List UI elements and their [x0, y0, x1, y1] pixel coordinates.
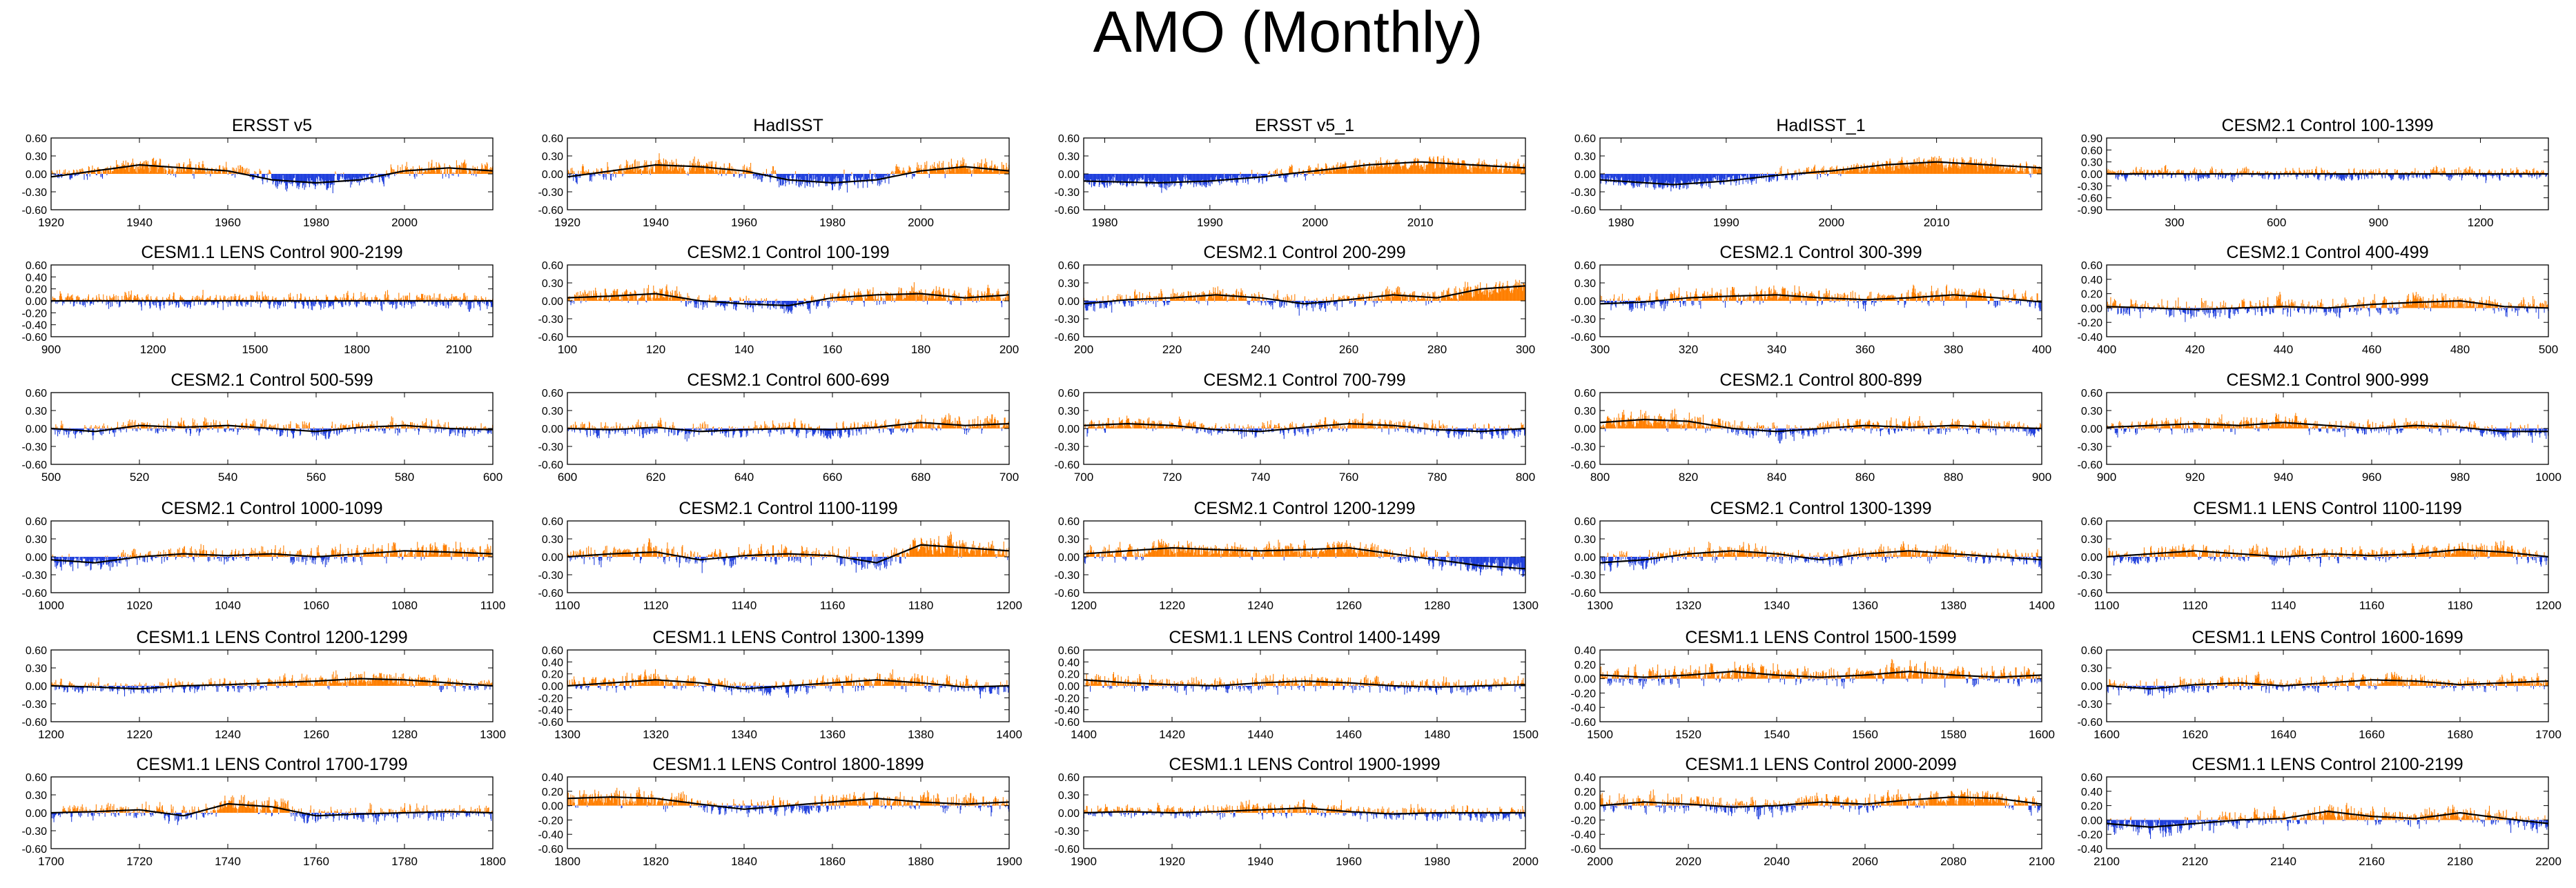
panel-title: CESM2.1 Control 100-1399	[2221, 116, 2433, 135]
panel-title: CESM2.1 Control 100-199	[687, 243, 889, 262]
y-tick-label: -0.60	[2078, 193, 2103, 205]
x-tick-label: 900	[2369, 216, 2388, 229]
panel-title: HadISST	[753, 116, 823, 135]
figure-title: AMO (Monthly)	[0, 0, 2576, 66]
panel-title: CESM1.1 LENS Control 900-2199	[141, 243, 402, 262]
y-tick-label: -0.40	[22, 320, 48, 332]
x-tick-label: 1940	[643, 216, 669, 229]
panel-7: CESM2.1 Control 100-1990.600.300.00-0.30…	[538, 243, 1019, 356]
x-tick-label: 2000	[1302, 216, 1328, 229]
y-tick-label: 0.30	[542, 151, 563, 163]
y-tick-label: 0.60	[26, 260, 47, 272]
smoothed-line	[567, 164, 1010, 184]
y-tick-label: -0.20	[22, 308, 48, 319]
panel-title: HadISST_1	[1776, 116, 1865, 135]
x-tick-label: 1920	[38, 216, 64, 229]
y-tick-label: 0.30	[1058, 151, 1080, 163]
y-tick-label: -0.60	[22, 332, 48, 344]
panel-4: HadISST_1 0.60 0.30 0.00 -0.30 -0.60 1980 1990 2…	[1571, 116, 2042, 229]
y-tick-label: -0.60	[22, 205, 48, 217]
x-tick-label: 1990	[1713, 216, 1739, 229]
x-tick-label: 1980	[1092, 216, 1118, 229]
y-tick-label: 0.00	[26, 296, 47, 308]
y-tick-label: -0.30	[1571, 187, 1597, 199]
x-tick-label: 1200	[2468, 216, 2494, 229]
x-tick-label: 1980	[1608, 216, 1635, 229]
x-tick-label: 2010	[1407, 216, 1434, 229]
x-tick-label: 2100	[446, 343, 472, 356]
panel-3: ERSST v5_1 0.60 0.30 0.00 -0.30 -0.60 1980 1990…	[1055, 116, 1526, 229]
x-tick-label: 2000	[391, 216, 418, 229]
y-tick-label: 0.60	[26, 133, 47, 145]
panel-5: CESM2.1 Control 100-1399 0.900.600.300.00…	[2078, 116, 2549, 229]
y-tick-label: -0.30	[538, 187, 564, 199]
y-tick-label: 0.00	[26, 169, 47, 181]
x-tick-label: 1940	[126, 216, 153, 229]
y-tick-label: 0.60	[542, 133, 563, 145]
y-tick-label: -0.30	[1055, 187, 1080, 199]
panel-title: ERSST v5_1	[1255, 116, 1354, 135]
y-tick-label: 0.30	[26, 151, 47, 163]
x-tick-label: 1920	[554, 216, 580, 229]
y-tick-label: 0.60	[1574, 133, 1596, 145]
panel-title: ERSST v5	[232, 116, 312, 135]
y-tick-label: -0.60	[1055, 205, 1080, 217]
y-tick-label: 0.60	[2081, 145, 2102, 157]
x-tick-label: 900	[41, 343, 61, 356]
x-tick-label: 1500	[242, 343, 268, 356]
x-tick-label: 2000	[1818, 216, 1844, 229]
x-tick-label: 600	[2267, 216, 2286, 229]
x-tick-label: 1960	[215, 216, 241, 229]
x-tick-label: 1200	[140, 343, 166, 356]
y-tick-label: -0.90	[2078, 205, 2103, 217]
y-tick-label: 0.90	[2081, 133, 2102, 145]
x-tick-label: 300	[2165, 216, 2184, 229]
y-tick-label: 0.30	[2081, 157, 2102, 169]
y-tick-label: 0.20	[26, 284, 47, 296]
x-tick-label: 2000	[908, 216, 934, 229]
panel-6: CESM1.1 LENS Control 900-2199 0.600.400.2…	[22, 243, 494, 356]
smoothed-line	[1599, 161, 2042, 186]
y-tick-label: 0.00	[1058, 169, 1080, 181]
y-tick-label: -0.30	[2078, 181, 2103, 193]
y-tick-label: -0.60	[1571, 205, 1597, 217]
y-tick-label: -0.30	[22, 187, 48, 199]
smoothed-line	[50, 164, 494, 184]
y-tick-label: -0.60	[538, 205, 564, 217]
x-tick-label: 1980	[303, 216, 329, 229]
x-tick-label: 1990	[1197, 216, 1223, 229]
y-tick-label: 0.40	[26, 272, 47, 284]
x-tick-label: 1800	[344, 343, 370, 356]
x-tick-label: 2010	[1924, 216, 1950, 229]
y-tick-label: 0.00	[542, 169, 563, 181]
y-tick-label: 0.30	[1574, 151, 1596, 163]
x-tick-label: 1980	[819, 216, 846, 229]
x-tick-label: 1960	[731, 216, 757, 229]
smoothed-line	[1083, 161, 1526, 184]
y-tick-label: 0.60	[1058, 133, 1080, 145]
y-tick-label: 0.00	[2081, 169, 2102, 181]
y-tick-label: 0.00	[1574, 169, 1596, 181]
